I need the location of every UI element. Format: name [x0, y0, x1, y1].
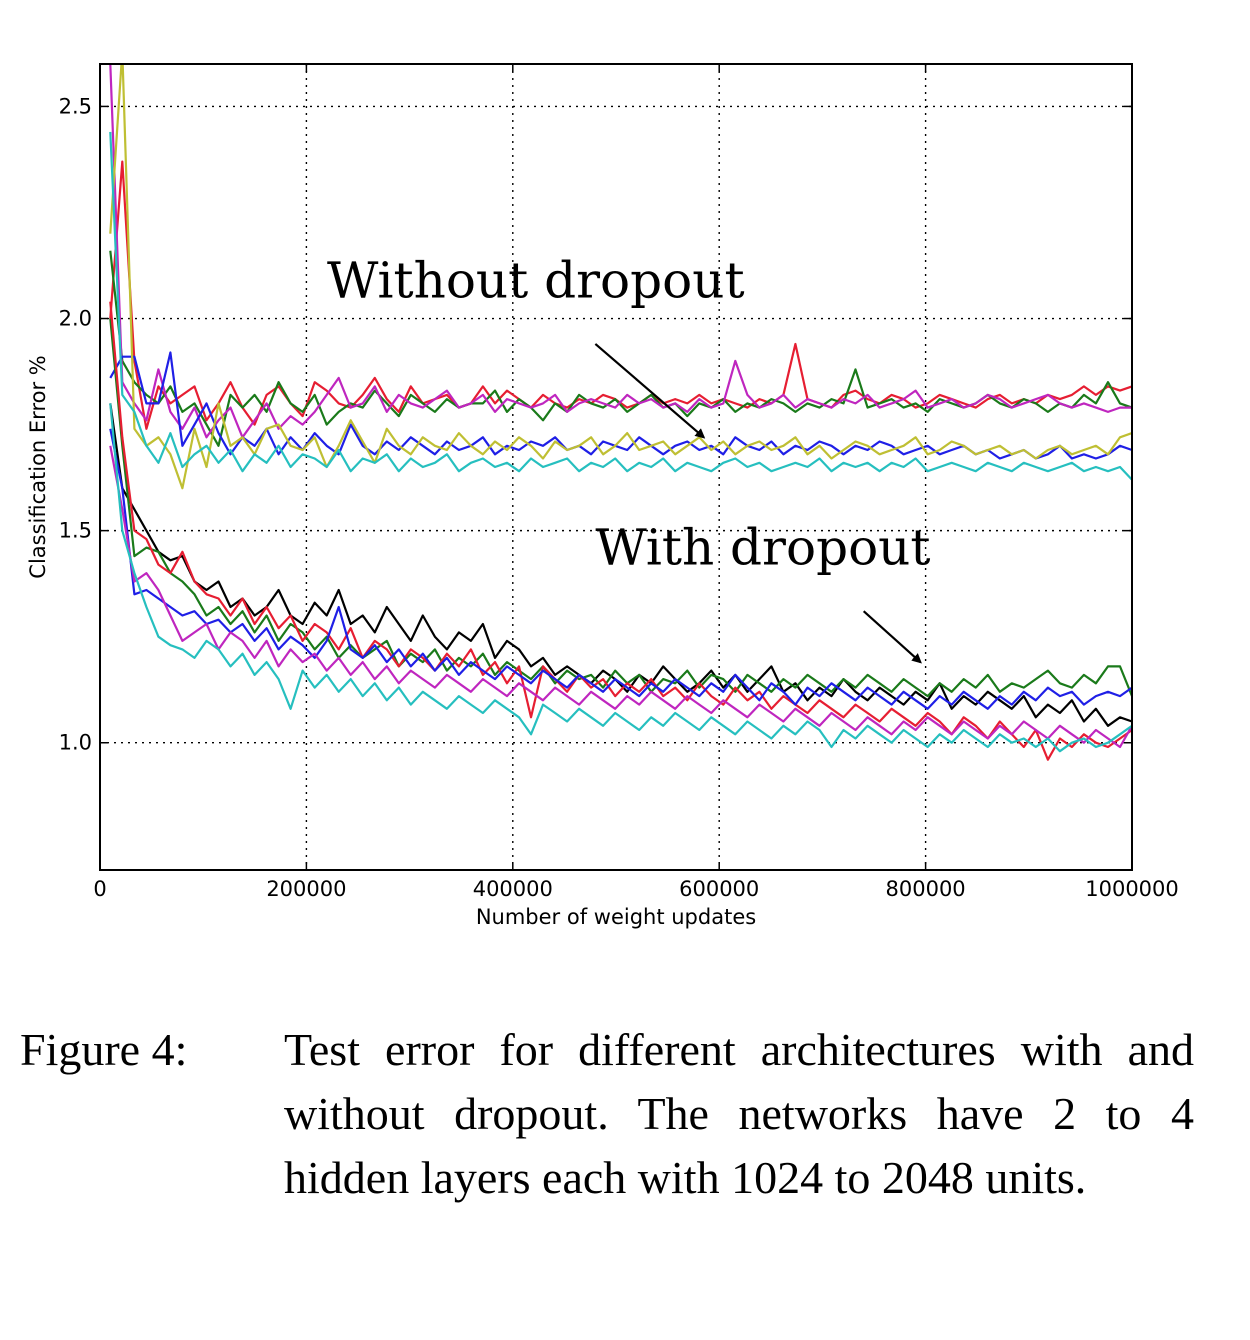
annotation-arrow [594, 343, 706, 439]
with-dropout-line-cyan [109, 403, 1132, 753]
annotation-arrow [862, 610, 922, 664]
with-dropout-line-red [109, 301, 1132, 761]
with-dropout-line-blue [109, 428, 1132, 710]
grid [100, 64, 1132, 870]
y-axis-label: Classification Error % [26, 355, 50, 578]
y-tick-label: 2.0 [59, 307, 92, 331]
annotations: Without dropout With dropout [327, 251, 930, 664]
without-dropout-line-red [109, 160, 1132, 430]
with-dropout-line-black [109, 403, 1132, 727]
x-tick-label: 800000 [886, 877, 966, 901]
x-tick-label: 400000 [473, 877, 553, 901]
x-tick-label: 200000 [266, 877, 346, 901]
caption-text: Test error for different architectures w… [284, 1024, 1194, 1203]
axis-ticks: 0 200000 400000 600000 800000 1000000 1.0 1.5 2.… [59, 64, 1179, 901]
x-tick-label: 0 [93, 877, 106, 901]
line-chart: 0 200000 400000 600000 800000 1000000 1.0 1.5 2.… [26, 63, 1179, 929]
without-dropout-line-yellow [109, 64, 1132, 490]
y-tick-label: 2.5 [59, 94, 92, 118]
x-axis-label: Number of weight updates [476, 905, 756, 929]
annotation-text: Without dropout [327, 251, 745, 309]
with-dropout-line-magenta [109, 445, 1132, 749]
y-tick-label: 1.0 [59, 731, 92, 755]
annotation-text: With dropout [595, 519, 930, 577]
x-tick-label: 600000 [679, 877, 759, 901]
without-dropout-line-cyan [109, 131, 1132, 481]
with-dropout-line-green [109, 318, 1132, 698]
plot-frame [99, 63, 1133, 871]
y-tick-label: 1.5 [59, 519, 92, 543]
x-tick-label: 1000000 [1085, 877, 1179, 901]
caption-label: Figure 4: [20, 1024, 188, 1075]
series-lines [109, 64, 1132, 761]
